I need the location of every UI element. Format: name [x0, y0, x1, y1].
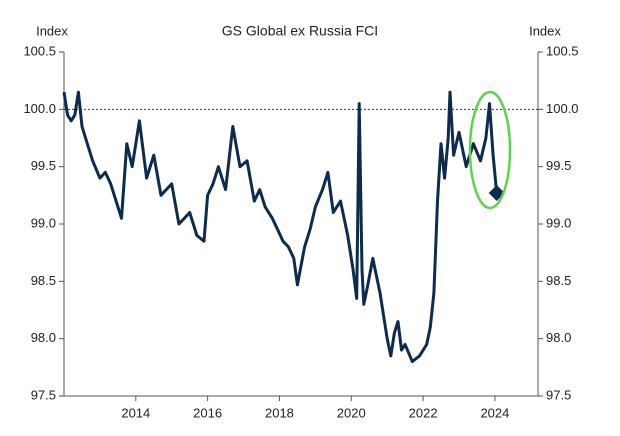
y-tick-label: 99.5: [31, 158, 56, 173]
highlight-ellipse: [468, 90, 512, 210]
y2-axis-label: Index: [529, 23, 561, 38]
y-tick-label: 99.0: [31, 215, 56, 230]
y-tick-label: 98.0: [31, 330, 56, 345]
y2-tick-label: 99.5: [546, 158, 571, 173]
series-line: [62, 90, 499, 364]
y-tick-label: 100.5: [23, 43, 56, 58]
y-tick-label: 98.5: [31, 273, 56, 288]
x-tick-label: 2016: [193, 405, 222, 420]
x-tick-label: 2024: [480, 405, 509, 420]
y2-tick-label: 100.5: [546, 43, 579, 58]
y2-tick-label: 98.0: [546, 330, 571, 345]
x-tick-label: 2014: [121, 405, 150, 420]
chart-title: GS Global ex Russia FCI: [222, 23, 378, 39]
y-axis-label: Index: [36, 23, 68, 38]
y2-tick-label: 97.5: [546, 387, 571, 402]
y-tick-label: 100.0: [23, 101, 56, 116]
x-tick-label: 2022: [409, 405, 438, 420]
x-tick-label: 2020: [337, 405, 366, 420]
y2-tick-label: 99.0: [546, 215, 571, 230]
y2-tick-label: 100.0: [546, 101, 579, 116]
y-tick-label: 97.5: [31, 387, 56, 402]
x-tick-label: 2018: [265, 405, 294, 420]
y2-tick-label: 98.5: [546, 273, 571, 288]
